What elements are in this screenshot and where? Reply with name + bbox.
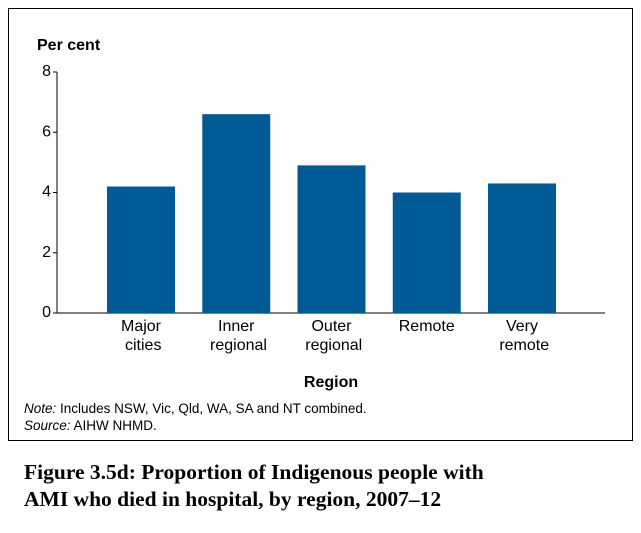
source: Source: AIHW NHMD. <box>24 418 157 433</box>
source-label: Source: <box>24 418 71 433</box>
figure-title: AMI who died in hospital, by region, 200… <box>24 487 441 511</box>
x-tick-label: Major cities <box>121 318 162 354</box>
y-tick-label: 0 <box>42 304 51 321</box>
x-tick-label: Remote <box>399 318 455 335</box>
x-tick-label: Outer regional <box>301 318 362 354</box>
x-tick-label: Inner regional <box>206 318 267 354</box>
x-tick-label-line: Inner <box>218 318 255 335</box>
x-tick-label-line: Remote <box>399 318 455 335</box>
note: Note: Includes NSW, Vic, Qld, WA, SA and… <box>24 401 367 416</box>
bar <box>392 192 461 313</box>
bar <box>488 183 556 313</box>
y-tick-label: 6 <box>42 123 51 140</box>
note-label: Note: <box>24 401 57 416</box>
x-tick-label-line: Major <box>121 318 162 335</box>
y-tick-label: 2 <box>42 244 51 261</box>
bar <box>297 165 366 313</box>
figure-title: Figure 3.5d: Proportion of Indigenous pe… <box>24 460 484 484</box>
x-axis-label: Region <box>304 374 358 391</box>
source-text: AIHW NHMD. <box>74 418 157 433</box>
x-tick-label-line: Very <box>506 318 538 335</box>
x-tick-label-line: regional <box>301 337 362 354</box>
bar <box>202 114 271 313</box>
x-tick-label: Very remote <box>495 318 549 354</box>
bar <box>107 186 175 313</box>
note-text: Includes NSW, Vic, Qld, WA, SA and NT co… <box>60 401 367 416</box>
y-tick-label: 4 <box>42 184 51 201</box>
x-tick-label-line: Outer <box>311 318 352 335</box>
y-axis-label: Per cent <box>37 37 101 54</box>
x-tick-label-line: cities <box>121 337 162 354</box>
chart-border <box>8 8 633 441</box>
x-tick-label-line: regional <box>206 337 267 354</box>
y-tick-label: 8 <box>42 63 51 80</box>
x-tick-label-line: remote <box>495 337 549 354</box>
